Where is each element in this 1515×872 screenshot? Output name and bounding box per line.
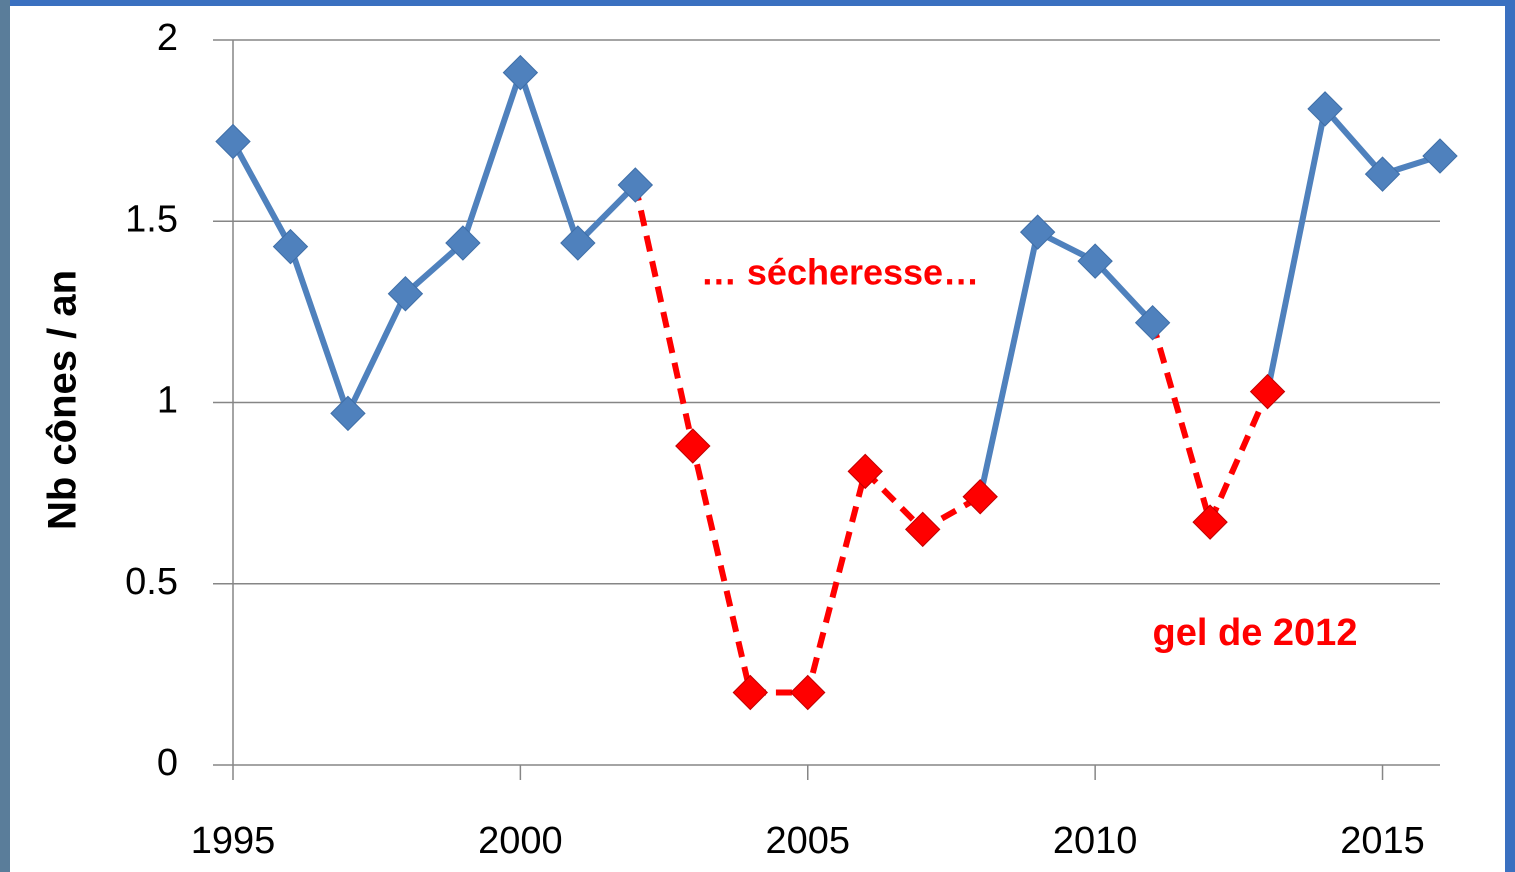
marker <box>962 479 998 515</box>
marker <box>330 395 366 432</box>
marker <box>445 225 481 261</box>
marker <box>732 674 768 711</box>
marker <box>1249 373 1286 410</box>
frame-right <box>1505 0 1515 872</box>
frame-top <box>0 0 1515 6</box>
marker <box>502 54 539 91</box>
annotation: gel de 2012 <box>1153 612 1358 654</box>
marker <box>847 453 883 490</box>
marker <box>675 428 711 464</box>
marker <box>617 167 654 203</box>
marker <box>1422 138 1458 174</box>
marker <box>560 225 596 261</box>
y-tick-label: 0 <box>157 742 178 784</box>
x-tick-label: 2015 <box>1340 820 1425 862</box>
marker <box>387 276 424 312</box>
marker <box>905 511 941 548</box>
frame-left <box>0 0 10 872</box>
series-line <box>230 69 1441 498</box>
x-tick-label: 2000 <box>478 820 563 862</box>
marker <box>272 228 309 265</box>
marker <box>1307 91 1343 127</box>
marker <box>1134 305 1171 341</box>
y-tick-label: 2 <box>157 17 178 59</box>
marker <box>215 123 251 160</box>
x-tick-label: 2005 <box>765 820 850 862</box>
marker <box>1077 243 1113 279</box>
marker <box>1019 214 1056 250</box>
marker <box>1192 504 1228 540</box>
marker <box>790 674 826 711</box>
y-tick-label: 1.5 <box>125 198 178 240</box>
y-axis-label: Nb cônes / an <box>41 270 85 530</box>
x-tick-label: 2010 <box>1053 820 1138 862</box>
y-tick-label: 0.5 <box>125 561 178 603</box>
x-tick-label: 1995 <box>191 820 276 862</box>
annotation: … sécheresse… <box>701 252 979 293</box>
y-tick-label: 1 <box>157 380 178 422</box>
marker <box>1364 156 1401 192</box>
